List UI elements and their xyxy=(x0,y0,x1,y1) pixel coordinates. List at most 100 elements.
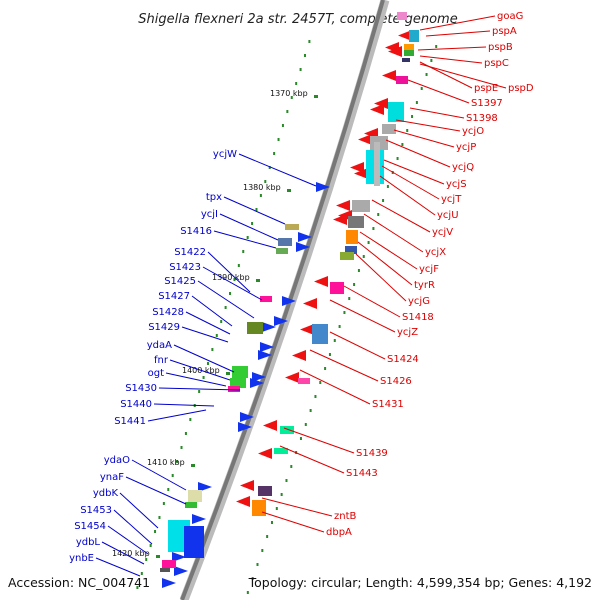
inner-ruler-tick xyxy=(406,129,409,132)
gene-label-ycjx: ycjX xyxy=(425,247,446,258)
inner-ruler-tick xyxy=(270,521,273,524)
reverse-gene-arrow xyxy=(388,46,402,57)
label-leader-line xyxy=(419,63,507,89)
forward-gene-arrow xyxy=(172,552,186,562)
gene-block xyxy=(298,378,310,384)
gene-label-pspc: pspC xyxy=(484,58,509,69)
outer-ruler-tick xyxy=(215,334,218,337)
forward-gene-arrow xyxy=(316,182,330,192)
gene-label-pspa: pspA xyxy=(492,26,517,37)
outer-ruler-tick xyxy=(220,320,223,323)
gene-label-ycjp: ycjP xyxy=(456,142,476,153)
inner-ruler-tick xyxy=(275,507,278,510)
inner-ruler-tick xyxy=(338,325,341,328)
kbp-marker: 1410 kbp xyxy=(147,458,185,467)
label-leader-line xyxy=(409,107,465,119)
outer-ruler-tick xyxy=(198,390,201,393)
inner-ruler-tick xyxy=(357,269,360,272)
gene-label-pspd: pspD xyxy=(508,83,534,94)
gene-block xyxy=(404,50,414,56)
gene-block xyxy=(388,102,404,122)
inner-ruler-tick xyxy=(280,493,283,496)
label-leader-line xyxy=(238,153,317,187)
gene-label-s1427: S1427 xyxy=(158,291,190,302)
gene-label-s1416: S1416 xyxy=(180,226,212,237)
gene-block xyxy=(382,124,396,134)
gene-label-s1453: S1453 xyxy=(80,505,112,516)
label-leader-line xyxy=(363,213,424,253)
inner-ruler-tick xyxy=(348,297,351,300)
gene-block xyxy=(312,324,328,344)
gene-label-s1428: S1428 xyxy=(152,307,184,318)
label-leader-line xyxy=(329,331,386,360)
genome-summary-text: Topology: circular; Length: 4,599,354 bp… xyxy=(248,575,592,590)
label-leader-line xyxy=(357,241,413,286)
label-leader-line xyxy=(419,55,483,64)
label-leader-line xyxy=(355,253,407,302)
outer-ruler-tick xyxy=(202,376,205,379)
gene-label-ydbl: ydbL xyxy=(76,537,101,548)
kbp-marker: 1370 kbp xyxy=(270,89,308,98)
gene-label-ydao: ydaO xyxy=(104,455,130,466)
outer-ruler-tick xyxy=(162,502,165,505)
gene-label-s1443: S1443 xyxy=(346,468,378,479)
outer-ruler-tick xyxy=(242,250,245,253)
reverse-gene-arrow xyxy=(398,30,412,41)
label-leader-line xyxy=(299,369,371,405)
label-leader-line xyxy=(219,213,279,241)
outer-ruler-tick xyxy=(273,152,276,155)
outer-ruler-tick xyxy=(140,572,143,575)
gene-block xyxy=(247,322,263,334)
label-leader-line xyxy=(153,403,215,407)
gene-label-ycjv: ycjV xyxy=(432,227,453,238)
gene-block xyxy=(252,500,266,516)
gene-label-tyrr: tyrR xyxy=(414,280,435,291)
label-leader-line xyxy=(165,372,227,387)
forward-gene-arrow xyxy=(238,422,252,432)
inner-ruler-tick xyxy=(362,255,365,258)
outer-ruler-tick xyxy=(189,418,192,421)
kbp-marker-tick xyxy=(256,279,260,282)
outer-ruler-tick xyxy=(229,292,232,295)
outer-ruler-tick xyxy=(136,586,139,589)
gene-block xyxy=(396,76,408,84)
label-leader-line xyxy=(385,139,451,168)
gene-block xyxy=(228,386,240,392)
label-leader-line xyxy=(191,295,233,327)
outer-ruler-tick xyxy=(237,264,240,267)
outer-ruler-tick xyxy=(295,82,298,85)
gene-features xyxy=(160,12,419,588)
outer-ruler-tick xyxy=(167,488,170,491)
gene-block xyxy=(232,366,248,378)
gene-block xyxy=(348,216,364,228)
forward-gene-arrow xyxy=(262,322,276,332)
kbp-marker-tick xyxy=(191,464,195,467)
gene-label-ycji: ycjI xyxy=(201,209,218,220)
outer-ruler-tick xyxy=(286,110,289,113)
inner-ruler-tick xyxy=(304,423,307,426)
inner-ruler-tick xyxy=(353,283,356,286)
forward-gene-arrow xyxy=(192,514,206,524)
gene-label-ycjq: ycjQ xyxy=(452,162,474,173)
inner-ruler-tick xyxy=(396,157,399,160)
label-leader-line xyxy=(119,492,159,529)
gene-block xyxy=(409,30,419,42)
kbp-marker-tick xyxy=(314,95,318,98)
inner-ruler-tick xyxy=(343,311,346,314)
reverse-gene-arrow xyxy=(258,448,272,459)
label-leader-line xyxy=(158,387,241,391)
gene-label-tpx: tpx xyxy=(206,192,222,203)
reverse-gene-arrow xyxy=(350,162,364,173)
label-leader-line xyxy=(379,175,436,216)
kbp-marker-tick xyxy=(287,189,291,192)
inner-ruler-tick xyxy=(430,59,433,62)
forward-gene-arrow xyxy=(240,412,254,422)
outer-ruler-tick xyxy=(184,432,187,435)
label-leader-line xyxy=(395,119,461,132)
gene-label-ydaa: ydaA xyxy=(147,340,172,351)
outer-ruler-tick xyxy=(268,166,271,169)
inner-ruler-tick xyxy=(314,395,317,398)
label-leader-line xyxy=(207,251,251,293)
gene-label-pspe: pspE xyxy=(474,83,498,94)
